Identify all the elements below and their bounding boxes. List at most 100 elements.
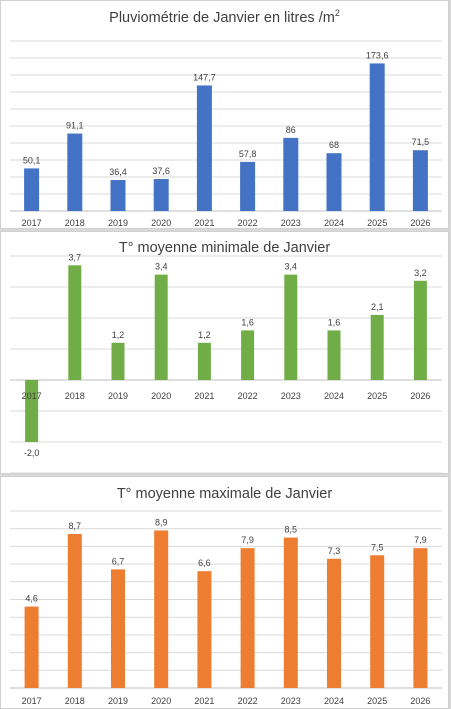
bar — [154, 530, 169, 688]
chart-plot: -2,0 2017 3,7 2018 1,2 2019 3,4 2020 1,2 2021 1,6 2… — [10, 252, 442, 473]
data-label: 7,5 — [371, 542, 384, 552]
data-label: 1,2 — [198, 330, 211, 340]
chart-min-temperature: T° moyenne minimale de Janvier -2,0 2017 3… — [0, 231, 449, 474]
x-tick-label: 2018 — [65, 696, 85, 706]
bar — [24, 606, 39, 688]
data-label: 57,8 — [239, 149, 257, 159]
bar — [68, 265, 82, 380]
data-label: 7,9 — [241, 535, 254, 545]
chart-title-superscript: 2 — [334, 8, 340, 18]
x-tick-label: 2023 — [281, 391, 301, 401]
chart-plot: 50,1 2017 91,1 2018 36,4 2019 37,6 2020 147,7 202… — [10, 40, 442, 228]
bar — [240, 548, 255, 688]
bar — [240, 161, 256, 211]
data-label: 1,6 — [241, 317, 254, 327]
bar — [197, 342, 211, 380]
data-label: 8,9 — [155, 517, 168, 527]
x-tick-label: 2026 — [410, 391, 430, 401]
x-tick-label: 2018 — [65, 218, 85, 228]
x-tick-label: 2024 — [324, 218, 344, 228]
data-label: 147,7 — [193, 72, 216, 82]
x-tick-label: 2022 — [238, 218, 258, 228]
x-tick-label: 2020 — [151, 696, 171, 706]
data-label: 3,7 — [69, 252, 82, 262]
bar — [25, 380, 39, 442]
data-label: 6,6 — [198, 558, 211, 568]
data-label: 8,7 — [69, 521, 82, 531]
x-tick-label: 2019 — [108, 391, 128, 401]
bar — [111, 569, 125, 688]
bar — [241, 330, 255, 380]
data-label: 50,1 — [23, 155, 41, 165]
x-tick-label: 2021 — [194, 696, 214, 706]
data-label: 3,2 — [414, 268, 427, 278]
data-label: 7,3 — [328, 546, 341, 556]
data-label: 3,4 — [285, 262, 298, 272]
data-label: 3,4 — [155, 262, 168, 272]
x-tick-label: 2026 — [410, 218, 430, 228]
x-tick-label: 2017 — [22, 391, 42, 401]
bar — [111, 342, 125, 380]
bar — [154, 274, 168, 380]
x-tick-label: 2020 — [151, 218, 171, 228]
x-tick-label: 2024 — [324, 696, 344, 706]
data-label: 4,6 — [25, 594, 38, 604]
data-label: 91,1 — [66, 121, 84, 131]
bar — [327, 558, 341, 688]
bar — [283, 137, 299, 211]
data-label: 37,6 — [152, 166, 170, 176]
x-tick-label: 2021 — [194, 218, 214, 228]
data-label: 86 — [286, 125, 296, 135]
bar — [327, 330, 341, 380]
bar — [284, 274, 298, 380]
bar — [67, 534, 82, 688]
data-label: 173,6 — [366, 50, 389, 60]
x-tick-label: 2022 — [238, 391, 258, 401]
chart-title: T° moyenne maximale de Janvier — [116, 486, 333, 502]
bar — [370, 555, 385, 688]
x-tick-label: 2017 — [22, 696, 42, 706]
x-tick-label: 2020 — [151, 391, 171, 401]
data-label: 1,2 — [112, 330, 125, 340]
x-tick-label: 2019 — [108, 218, 128, 228]
x-tick-label: 2024 — [324, 391, 344, 401]
data-label: 71,5 — [412, 137, 430, 147]
bar — [326, 153, 342, 211]
x-tick-label: 2025 — [367, 391, 387, 401]
x-tick-label: 2019 — [108, 696, 128, 706]
bar — [197, 571, 212, 688]
bar — [24, 168, 40, 211]
bar — [413, 548, 428, 688]
x-tick-label: 2018 — [65, 391, 85, 401]
chart-rainfall: Pluviométrie de Janvier en litres /m2 50… — [0, 0, 449, 229]
x-tick-label: 2023 — [281, 696, 301, 706]
x-tick-label: 2021 — [194, 391, 214, 401]
x-tick-label: 2017 — [22, 218, 42, 228]
x-tick-label: 2023 — [281, 218, 301, 228]
x-tick-label: 2025 — [367, 696, 387, 706]
bar — [283, 537, 298, 688]
bar — [369, 63, 385, 211]
data-label: 68 — [329, 140, 339, 150]
data-label: 2,1 — [371, 302, 384, 312]
x-tick-label: 2025 — [367, 218, 387, 228]
data-label: 36,4 — [109, 167, 127, 177]
bar — [196, 85, 212, 211]
x-tick-label: 2026 — [410, 696, 430, 706]
chart-title: T° moyenne minimale de Janvier — [118, 240, 331, 256]
x-tick-label: 2022 — [238, 696, 258, 706]
data-label: 7,9 — [414, 535, 427, 545]
chart-title: Pluviométrie de Janvier en litres /m2 — [1, 8, 448, 26]
chart-plot: 4,6 2017 8,7 2018 6,7 2019 8,9 2020 6,6 2021 7,9 20… — [10, 510, 442, 706]
bar — [153, 179, 169, 211]
data-label: -2,0 — [24, 448, 40, 458]
data-label: 1,6 — [328, 317, 341, 327]
data-label: 6,7 — [112, 556, 125, 566]
bar — [370, 314, 384, 380]
bar — [412, 150, 428, 211]
chart-max-temperature: T° moyenne maximale de Janvier 4,6 2017 8,… — [0, 476, 449, 709]
bar — [110, 180, 126, 211]
chart-title-text: Pluviométrie de Janvier en litres /m — [109, 9, 335, 26]
data-label: 8,5 — [285, 525, 298, 535]
bar — [413, 280, 427, 380]
